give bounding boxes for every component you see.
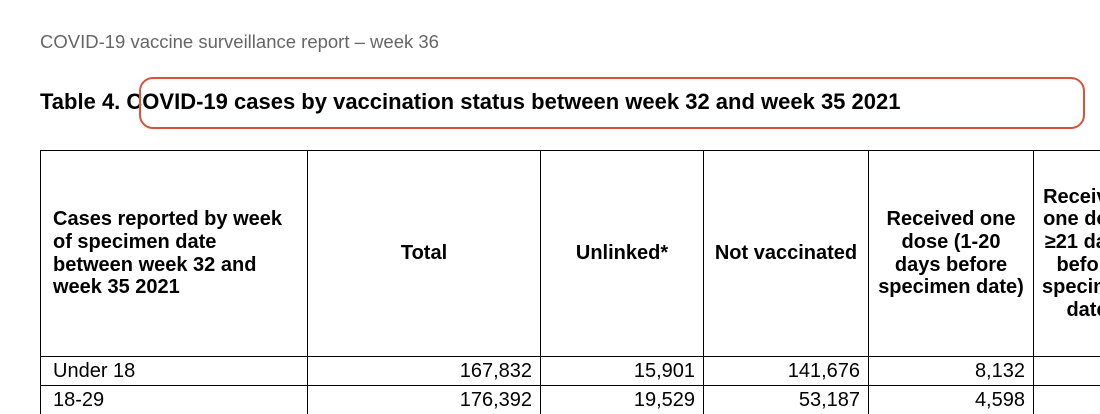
title-highlight-box	[139, 77, 1085, 129]
cell-not-vaccinated: 141,676	[703, 356, 869, 386]
cell-unlinked: 19,529	[540, 385, 704, 414]
header-one-dose-21-plus: Received one dose ≥21 days before specim…	[1033, 150, 1100, 357]
cell-one-dose-1-20: 8,132	[868, 356, 1034, 386]
cell-one-dose-21-plus	[1033, 385, 1100, 414]
header-total: Total	[307, 150, 541, 357]
cell-one-dose-1-20: 4,598	[868, 385, 1034, 414]
table-title-text: COVID-19 cases by vaccination status bet…	[126, 89, 901, 114]
cell-age: 18-29	[40, 385, 308, 414]
header-one-dose-1-20: Received one dose (1-20 days before spec…	[868, 150, 1034, 357]
table-header-row: Cases reported by week of specimen date …	[40, 150, 1100, 357]
table-row: 18-29 176,392 19,529 53,187 4,598	[40, 385, 1100, 414]
cell-not-vaccinated: 53,187	[703, 385, 869, 414]
cell-total: 167,832	[307, 356, 541, 386]
cell-one-dose-21-plus	[1033, 356, 1100, 386]
table-title: Table 4. COVID-19 cases by vaccination s…	[40, 89, 900, 115]
cell-unlinked: 15,901	[540, 356, 704, 386]
cases-table: Cases reported by week of specimen date …	[40, 150, 1100, 414]
header-unlinked: Unlinked*	[540, 150, 704, 357]
report-header: COVID-19 vaccine surveillance report – w…	[40, 31, 439, 52]
table-row: Under 18 167,832 15,901 141,676 8,132	[40, 356, 1100, 386]
cell-total: 176,392	[307, 385, 541, 414]
table-label: Table 4.	[40, 89, 121, 114]
cell-age: Under 18	[40, 356, 308, 386]
header-period: Cases reported by week of specimen date …	[40, 150, 308, 357]
header-not-vaccinated: Not vaccinated	[703, 150, 869, 357]
